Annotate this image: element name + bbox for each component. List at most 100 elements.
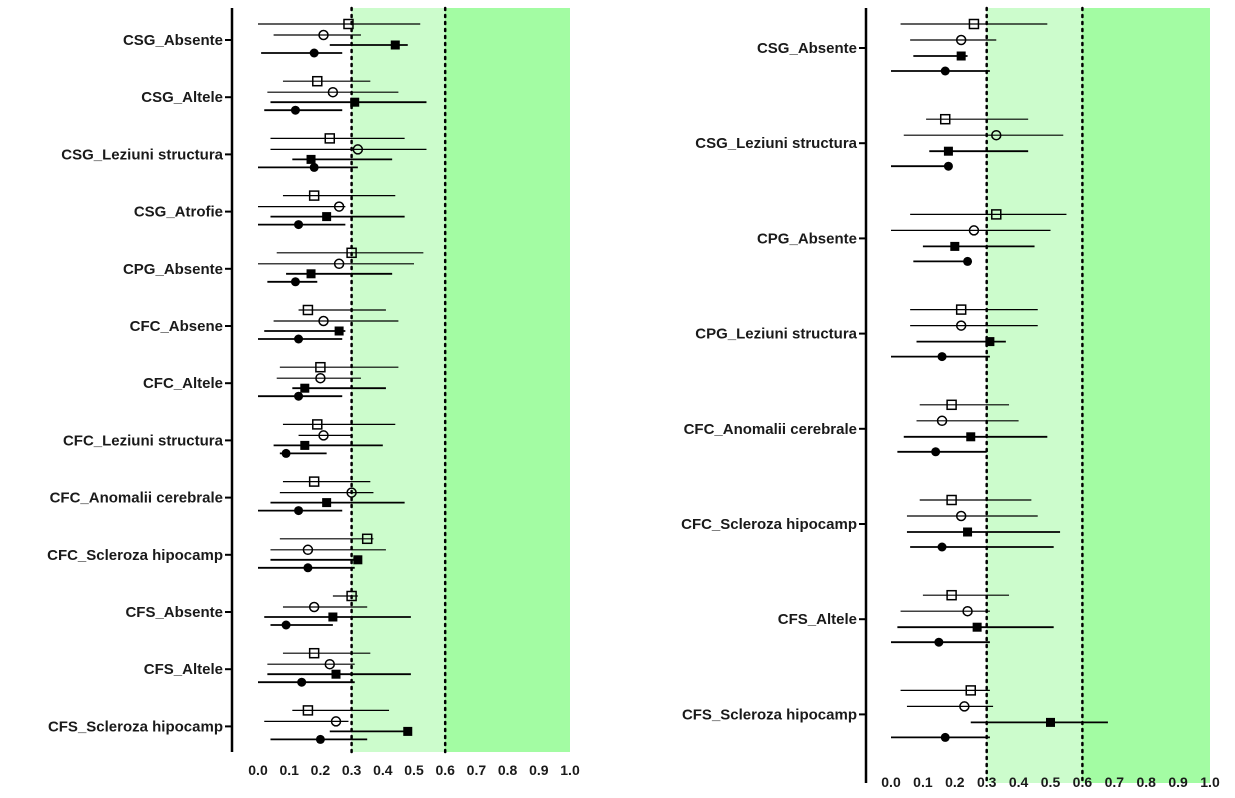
estimate-marker-open-square — [946, 589, 957, 601]
x-tick-label: 0.0 — [881, 774, 901, 790]
category-label: CPG_Absente — [757, 230, 857, 247]
estimate-marker-filled-circle — [931, 447, 941, 457]
estimate-marker-open-circle — [315, 372, 326, 384]
x-tick-label: 0.5 — [404, 762, 424, 778]
x-tick-label: 0.2 — [311, 762, 331, 778]
estimate-marker-filled-circle — [281, 448, 291, 458]
estimate-marker-filled-square — [306, 154, 316, 164]
estimate-marker-open-square — [968, 18, 980, 30]
estimate-marker-open-circle — [991, 129, 1002, 141]
category-label: CFS_Scleroza hipocamp — [682, 706, 857, 723]
estimate-marker-open-square — [343, 18, 354, 30]
x-tick-label: 0.4 — [373, 762, 393, 778]
category-label: CSG_Leziuni structura — [695, 135, 857, 152]
category-label: CFC_Anomalii cerebrale — [684, 421, 857, 438]
estimate-marker-filled-circle — [290, 105, 300, 115]
estimate-marker-open-square — [302, 304, 314, 316]
estimate-marker-open-square — [302, 705, 314, 716]
x-tick-label: 0.8 — [1136, 774, 1156, 790]
estimate-marker-filled-square — [300, 440, 310, 450]
x-tick-label: 0.6 — [435, 762, 455, 778]
estimate-marker-open-square — [308, 476, 320, 487]
estimate-marker-filled-square — [322, 212, 332, 222]
forest-plot-1: CSG_Absente CSG_Altele CSG_Leziuni structu… — [47, 6, 580, 778]
estimate-marker-filled-square — [950, 241, 960, 251]
estimate-marker-open-circle — [968, 225, 980, 236]
estimate-marker-filled-circle — [294, 220, 304, 230]
estimate-marker-open-circle — [955, 510, 967, 522]
estimate-marker-open-circle — [324, 658, 336, 670]
estimate-marker-filled-square — [390, 40, 400, 50]
estimate-marker-filled-circle — [315, 734, 325, 744]
estimate-marker-filled-square — [350, 97, 360, 107]
x-tick-label: 0.7 — [467, 762, 487, 778]
x-tick-label: 1.0 — [1200, 774, 1220, 790]
estimate-marker-filled-square — [328, 612, 338, 622]
estimate-marker-open-square — [312, 75, 323, 87]
estimate-marker-open-square — [991, 209, 1002, 220]
estimate-marker-filled-circle — [294, 506, 304, 516]
estimate-marker-open-square — [308, 190, 320, 201]
estimate-marker-filled-circle — [294, 334, 304, 344]
estimate-marker-open-circle — [318, 315, 329, 327]
category-label: CPG_Leziuni structura — [695, 326, 857, 343]
estimate-marker-filled-circle — [297, 677, 307, 687]
estimate-marker-open-square — [324, 133, 336, 144]
x-tick-label: 0.8 — [498, 762, 518, 778]
shaded-band-2 — [445, 8, 570, 752]
category-label: CFC_Scleroza hipocamp — [47, 547, 223, 564]
x-tick-label: 0.9 — [529, 762, 549, 778]
estimate-marker-open-circle — [327, 86, 339, 98]
estimate-marker-filled-circle — [309, 162, 319, 172]
estimate-marker-filled-circle — [937, 542, 947, 552]
category-label: CFC_Absene — [130, 318, 223, 335]
estimate-marker-filled-square — [963, 527, 973, 537]
estimate-marker-open-square — [946, 399, 957, 411]
category-label: CFC_Leziuni structura — [63, 432, 224, 449]
estimate-marker-filled-square — [300, 383, 310, 393]
estimate-marker-open-square — [308, 647, 320, 659]
shaded-band-1 — [986, 8, 1083, 783]
estimate-marker-open-square — [965, 685, 976, 696]
estimate-marker-open-circle — [955, 320, 967, 331]
category-label: CPG_Absente — [123, 261, 223, 278]
category-label: CFS_Absente — [125, 604, 223, 621]
x-tick-label: 0.1 — [279, 762, 299, 778]
estimate-marker-open-circle — [936, 415, 948, 427]
estimate-marker-open-square — [946, 494, 957, 506]
estimate-marker-filled-square — [1046, 717, 1055, 727]
estimate-marker-open-square — [312, 419, 323, 430]
forest-plot-2: CSG_Absente CSG_Leziuni structura CPG_Abse… — [681, 6, 1220, 790]
category-label: CSG_Absente — [757, 40, 857, 57]
x-tick-label: 0.3 — [342, 762, 362, 778]
estimate-marker-filled-square — [331, 669, 341, 679]
x-tick-label: 0.6 — [1073, 774, 1093, 790]
x-tick-label: 0.0 — [248, 762, 268, 778]
estimate-marker-open-circle — [352, 144, 364, 155]
estimate-marker-open-circle — [962, 605, 973, 617]
x-tick-label: 1.0 — [560, 762, 580, 778]
category-label: CSG_Altele — [141, 89, 223, 106]
x-tick-label: 0.2 — [945, 774, 965, 790]
shaded-band-1 — [351, 8, 446, 752]
estimate-marker-open-square — [939, 113, 951, 125]
estimate-marker-filled-square — [985, 337, 995, 347]
category-label: CSG_Absente — [123, 32, 223, 49]
estimate-marker-filled-square — [972, 622, 982, 632]
estimate-marker-open-circle — [318, 430, 329, 441]
estimate-marker-filled-circle — [294, 391, 304, 401]
category-label: CFS_Scleroza hipocamp — [48, 718, 223, 735]
category-label: CSG_Atrofie — [134, 204, 223, 221]
estimate-marker-filled-square — [943, 146, 953, 156]
estimate-marker-open-square — [346, 247, 357, 259]
estimate-marker-open-square — [361, 533, 373, 545]
estimate-marker-open-circle — [346, 487, 357, 498]
estimate-marker-open-square — [315, 361, 326, 373]
shaded-band-2 — [1082, 8, 1210, 783]
category-label: CFC_Anomalii cerebrale — [50, 490, 223, 507]
estimate-marker-open-circle — [330, 716, 342, 727]
estimate-marker-filled-square — [353, 555, 363, 565]
estimate-marker-open-circle — [318, 29, 329, 41]
estimate-marker-filled-circle — [963, 256, 973, 266]
